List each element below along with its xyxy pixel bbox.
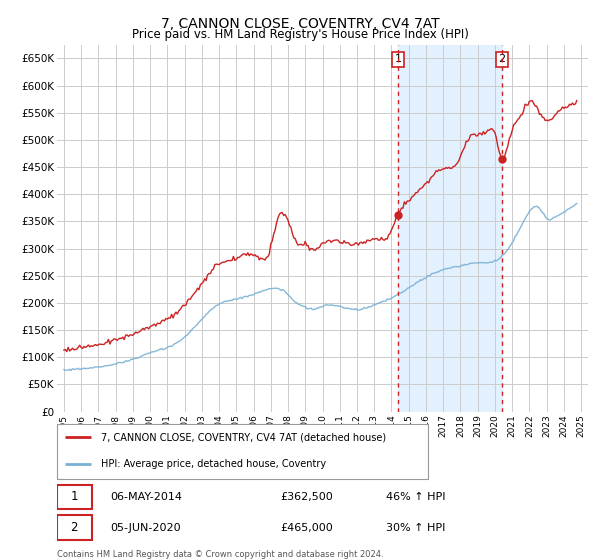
FancyBboxPatch shape xyxy=(57,424,428,479)
Text: 1: 1 xyxy=(394,54,401,64)
Text: Contains HM Land Registry data © Crown copyright and database right 2024.
This d: Contains HM Land Registry data © Crown c… xyxy=(57,550,383,560)
Text: HPI: Average price, detached house, Coventry: HPI: Average price, detached house, Cove… xyxy=(101,459,326,469)
Text: 7, CANNON CLOSE, COVENTRY, CV4 7AT: 7, CANNON CLOSE, COVENTRY, CV4 7AT xyxy=(161,17,439,31)
Text: 46% ↑ HPI: 46% ↑ HPI xyxy=(386,492,446,502)
FancyBboxPatch shape xyxy=(57,484,92,510)
Text: 2: 2 xyxy=(499,54,506,64)
Text: £362,500: £362,500 xyxy=(280,492,333,502)
FancyBboxPatch shape xyxy=(57,515,92,540)
Text: 2: 2 xyxy=(70,521,78,534)
Text: 05-JUN-2020: 05-JUN-2020 xyxy=(110,523,181,533)
Text: 30% ↑ HPI: 30% ↑ HPI xyxy=(386,523,446,533)
Text: Price paid vs. HM Land Registry's House Price Index (HPI): Price paid vs. HM Land Registry's House … xyxy=(131,28,469,41)
Text: 7, CANNON CLOSE, COVENTRY, CV4 7AT (detached house): 7, CANNON CLOSE, COVENTRY, CV4 7AT (deta… xyxy=(101,432,386,442)
Text: 06-MAY-2014: 06-MAY-2014 xyxy=(110,492,182,502)
Text: £465,000: £465,000 xyxy=(280,523,333,533)
Text: 1: 1 xyxy=(70,491,78,503)
Bar xyxy=(398,45,502,412)
